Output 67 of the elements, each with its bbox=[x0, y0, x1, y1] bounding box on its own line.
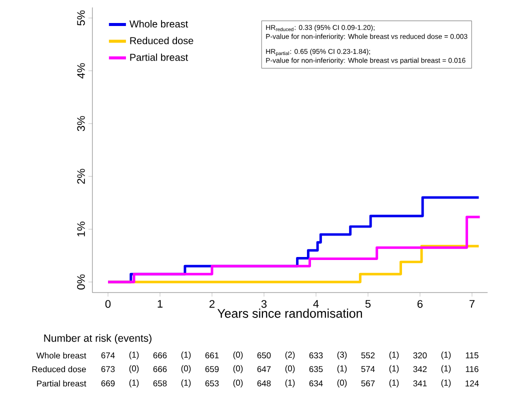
text: Reduced dose bbox=[32, 366, 86, 372]
y-tick-label: 4% bbox=[77, 63, 85, 78]
x-tick-label: 0 bbox=[105, 300, 111, 308]
text: 116 bbox=[466, 366, 478, 372]
text: (0) bbox=[233, 351, 243, 360]
text: 574 bbox=[361, 366, 375, 372]
text: 341 bbox=[413, 380, 427, 386]
text: (2) bbox=[285, 351, 295, 360]
text: 567 bbox=[361, 380, 375, 386]
text: 635 bbox=[309, 366, 323, 372]
text: (1) bbox=[129, 351, 139, 360]
x-axis-title: Years since randomisation bbox=[217, 308, 362, 318]
text: (0) bbox=[233, 379, 243, 388]
x-tick-label: 5 bbox=[365, 300, 371, 308]
text: (1) bbox=[441, 379, 451, 388]
text: (1) bbox=[441, 365, 451, 374]
text: 673 bbox=[101, 366, 115, 372]
text: 653 bbox=[205, 380, 219, 386]
text: (1) bbox=[129, 379, 139, 388]
text: 674 bbox=[101, 352, 115, 358]
text: 650 bbox=[257, 352, 271, 358]
y-tick-label: 2% bbox=[77, 168, 85, 184]
x-tick-label: 6 bbox=[418, 300, 423, 308]
x-tick-label: 7 bbox=[470, 300, 475, 308]
x-tick-label: 4 bbox=[313, 300, 319, 308]
y-tick-label: 0% bbox=[77, 274, 85, 290]
text: (3) bbox=[337, 351, 347, 360]
text: (0) bbox=[129, 365, 139, 374]
legend-label: Partial breast bbox=[130, 54, 188, 61]
x-tick-label: 2 bbox=[210, 300, 215, 308]
text: (0) bbox=[285, 365, 295, 374]
text: 661 bbox=[205, 352, 219, 358]
text: 648 bbox=[257, 380, 271, 386]
text: (1) bbox=[285, 379, 295, 388]
text: (1) bbox=[389, 351, 399, 360]
text: (1) bbox=[181, 351, 191, 360]
x-tick-label: 3 bbox=[261, 300, 267, 308]
text: Partial breast bbox=[37, 380, 86, 386]
y-tick-label: 3% bbox=[77, 116, 85, 132]
text: (0) bbox=[337, 379, 347, 388]
text: (1) bbox=[441, 351, 451, 360]
text: 658 bbox=[153, 380, 167, 386]
text: 342 bbox=[413, 366, 427, 372]
text: (1) bbox=[181, 379, 191, 388]
text: (1) bbox=[389, 379, 399, 388]
legend-label: Reduced dose bbox=[130, 36, 194, 44]
text: 669 bbox=[101, 380, 115, 386]
text: 115 bbox=[466, 352, 478, 358]
text: 647 bbox=[257, 366, 271, 372]
text: (1) bbox=[389, 365, 399, 374]
legend-label: Whole breast bbox=[129, 20, 188, 28]
text: 124 bbox=[466, 380, 479, 386]
y-tick-label: 5% bbox=[77, 10, 85, 26]
y-tick-label: 1% bbox=[77, 222, 85, 236]
text: 320 bbox=[413, 352, 427, 358]
text: 666 bbox=[153, 352, 167, 358]
text: (1) bbox=[337, 365, 347, 374]
x-tick-label: 1 bbox=[158, 300, 163, 308]
text: Whole breast bbox=[36, 352, 86, 358]
text: 659 bbox=[205, 366, 219, 372]
text: Number at risk (events) bbox=[44, 334, 152, 344]
text: (0) bbox=[233, 365, 243, 374]
text: 552 bbox=[361, 352, 375, 358]
text: (0) bbox=[181, 365, 191, 374]
text: 666 bbox=[153, 366, 167, 372]
text: 633 bbox=[309, 352, 323, 358]
text: 634 bbox=[309, 380, 323, 386]
